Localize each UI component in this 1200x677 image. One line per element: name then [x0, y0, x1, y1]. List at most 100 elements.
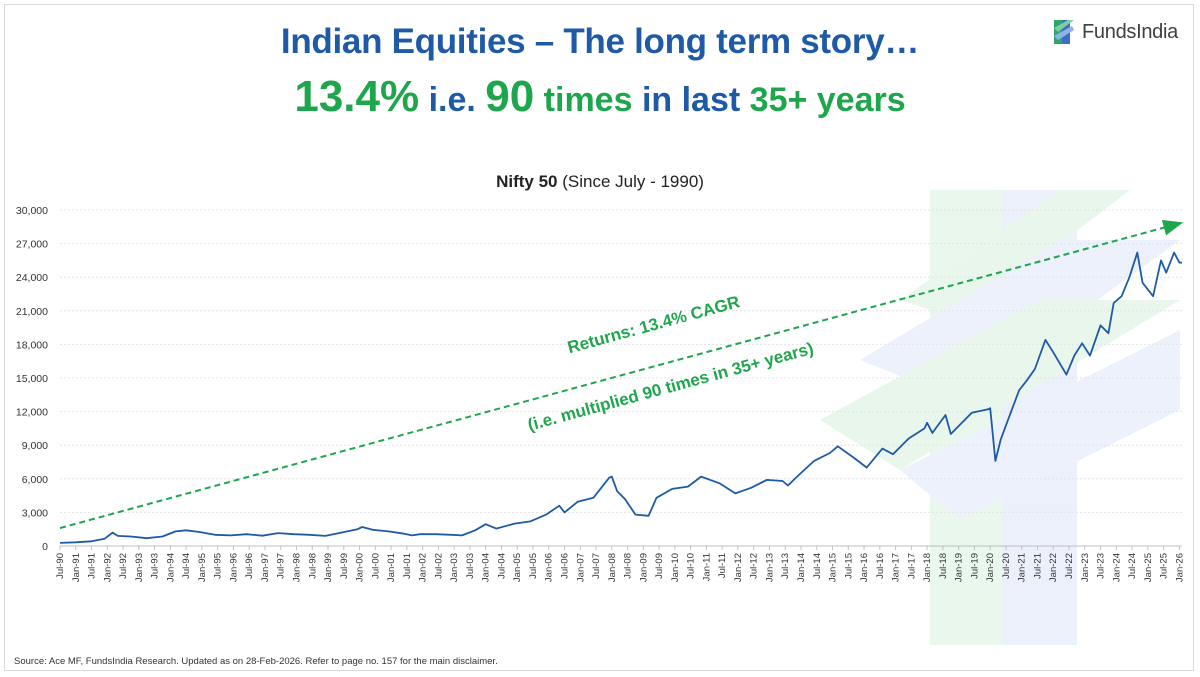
watermark-logo-icon [820, 190, 1180, 645]
page-title: Indian Equities – The long term story… [280, 22, 920, 61]
x-tick-label: Jan-08 [607, 553, 618, 582]
x-tick-label: Jan-99 [323, 553, 334, 582]
x-tick-label: Jan-00 [355, 553, 366, 582]
x-tick-label: Jan-19 [954, 553, 965, 582]
x-tick-label: Jul-07 [591, 553, 602, 579]
x-tick-label: Jan-11 [701, 553, 712, 581]
x-tick-label: Jul-18 [938, 553, 949, 579]
x-tick-label: Jan-04 [481, 553, 492, 582]
x-tick-label: Jul-97 [276, 553, 287, 579]
x-tick-label: Jan-94 [165, 553, 176, 582]
subtitle-years: 35+ years [749, 81, 906, 119]
fundsindia-logo-icon [1054, 20, 1074, 44]
x-tick-label: Jan-96 [228, 553, 239, 582]
grid-lines [60, 209, 1182, 547]
chart-title-bold: Nifty 50 [496, 172, 558, 191]
x-tick-label: Jul-03 [465, 553, 476, 579]
x-tick-label: Jul-90 [55, 553, 66, 579]
chart-title: Nifty 50 (Since July - 1990) [0, 172, 1200, 192]
subtitle-times: times [543, 81, 633, 119]
x-tick-label: Jan-25 [1143, 553, 1154, 582]
y-tick-label: 21,000 [16, 306, 48, 318]
x-tick-label: Jul-13 [780, 553, 791, 579]
subtitle-pct: 13.4% [294, 72, 420, 121]
y-tick-label: 30,000 [16, 205, 48, 217]
x-tick-label: Jan-09 [638, 553, 649, 582]
x-tick-label: Jul-24 [1127, 553, 1138, 579]
x-tick-label: Jan-13 [764, 553, 775, 582]
x-tick-label: Jan-10 [670, 553, 681, 582]
x-tick-label: Jul-00 [370, 553, 381, 579]
x-tick-label: Jan-92 [102, 553, 113, 582]
x-tick-label: Jul-22 [1064, 553, 1075, 579]
subtitle-ie: i.e. [428, 81, 476, 119]
slide-frame [4, 4, 1194, 671]
y-tick-label: 3,000 [22, 507, 48, 519]
x-tick-label: Jan-18 [922, 553, 933, 582]
x-tick-label: Jul-19 [969, 553, 980, 579]
x-tick-label: Jul-23 [1096, 553, 1107, 579]
x-tick-label: Jul-12 [749, 553, 760, 579]
y-tick-label: 0 [42, 541, 48, 553]
x-tick-label: Jan-91 [71, 553, 82, 582]
x-tick-label: Jul-96 [244, 553, 255, 579]
x-tick-label: Jan-15 [828, 553, 839, 582]
subtitle-in-last: in last [641, 81, 741, 119]
series-line [59, 251, 1182, 544]
brand-logo: FundsIndia [1052, 18, 1178, 46]
x-tick-label: Jan-06 [544, 553, 555, 582]
x-tick-label: Jul-04 [496, 553, 507, 579]
logo-text: FundsIndia [1082, 20, 1178, 43]
page-subtitle: 13.4% i.e. 90 times in last 35+ years [0, 72, 1200, 122]
y-tick-label: 9,000 [22, 440, 48, 452]
x-tick-label: Jan-93 [134, 553, 145, 582]
x-axis: Jul-90 Jan-91 Jul-91 Jan-92 Jul-92 Jan-93 Jul-… [55, 546, 1185, 582]
x-tick-label: Jul-10 [686, 553, 697, 579]
x-tick-label: Jul-95 [213, 553, 224, 579]
x-tick-label: Jul-98 [307, 553, 318, 579]
source-note: Source: Ace MF, FundsIndia Research. Upd… [14, 656, 498, 667]
x-tick-label: Jan-26 [1174, 553, 1185, 582]
x-tick-label: Jan-14 [796, 553, 807, 582]
x-tick-label: Jan-03 [449, 553, 460, 582]
x-tick-label: Jan-24 [1111, 553, 1122, 582]
x-tick-label: Jul-91 [87, 553, 98, 579]
trend-line [59, 219, 1184, 530]
x-tick-label: Jul-16 [875, 553, 886, 579]
x-tick-label: Jul-05 [528, 553, 539, 579]
x-tick-label: Jan-02 [418, 553, 429, 582]
x-tick-label: Jul-01 [402, 553, 413, 579]
x-tick-label: Jul-17 [906, 553, 917, 579]
x-tick-label: Jul-08 [623, 553, 634, 579]
x-tick-label: Jul-93 [150, 553, 161, 579]
x-tick-label: Jul-06 [560, 553, 571, 579]
x-tick-label: Jan-98 [291, 553, 302, 582]
x-tick-label: Jul-92 [118, 553, 129, 579]
x-tick-label: Jan-01 [386, 553, 397, 582]
x-tick-label: Jul-02 [433, 553, 444, 579]
x-tick-label: Jan-95 [197, 553, 208, 582]
x-tick-label: Jan-17 [891, 553, 902, 582]
x-tick-label: Jul-94 [181, 553, 192, 579]
x-tick-label: Jan-21 [1017, 553, 1028, 582]
x-tick-label: Jul-99 [339, 553, 350, 579]
x-tick-label: Jan-12 [733, 553, 744, 582]
x-tick-label: Jul-25 [1159, 553, 1170, 579]
x-tick-label: Jan-05 [512, 553, 523, 582]
x-tick-label: Jan-20 [985, 553, 996, 582]
x-tick-label: Jul-21 [1032, 553, 1043, 579]
y-axis: 0 3,000 6,000 9,000 12,000 15,000 18,000 21,000… [16, 205, 48, 553]
y-tick-label: 15,000 [16, 373, 48, 385]
x-tick-label: Jul-20 [1001, 553, 1012, 579]
y-tick-label: 24,000 [16, 272, 48, 284]
x-tick-label: Jul-14 [812, 553, 823, 579]
x-tick-label: Jan-97 [260, 553, 271, 582]
x-tick-label: Jul-11 [717, 553, 728, 578]
chart-title-rest: (Since July - 1990) [557, 172, 704, 191]
annotation-returns: Returns: 13.4% CAGR [565, 292, 741, 357]
x-tick-label: Jan-16 [859, 553, 870, 582]
y-tick-label: 27,000 [16, 239, 48, 251]
y-tick-label: 18,000 [16, 339, 48, 351]
x-tick-label: Jan-22 [1048, 553, 1059, 582]
